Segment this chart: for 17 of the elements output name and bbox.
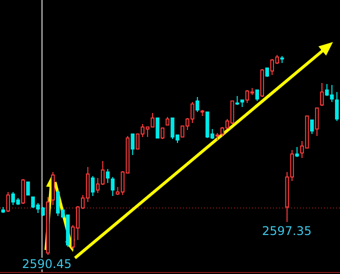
candlestick bbox=[106, 168, 110, 184]
annotation: 2597.35 bbox=[262, 224, 312, 238]
candlestick bbox=[21, 178, 25, 204]
candlestick bbox=[196, 96, 200, 112]
candlestick bbox=[295, 146, 299, 158]
candlestick bbox=[320, 82, 324, 106]
candlestick bbox=[315, 108, 319, 136]
candlestick bbox=[130, 134, 135, 156]
candlestick bbox=[90, 176, 95, 196]
candlestick bbox=[160, 128, 164, 140]
candlestick bbox=[156, 118, 160, 138]
candlestick bbox=[6, 192, 10, 212]
candlestick bbox=[26, 182, 30, 196]
candlestick bbox=[110, 176, 115, 196]
candlestick bbox=[255, 90, 260, 102]
candlestick bbox=[310, 120, 314, 134]
candlestick bbox=[335, 92, 339, 122]
